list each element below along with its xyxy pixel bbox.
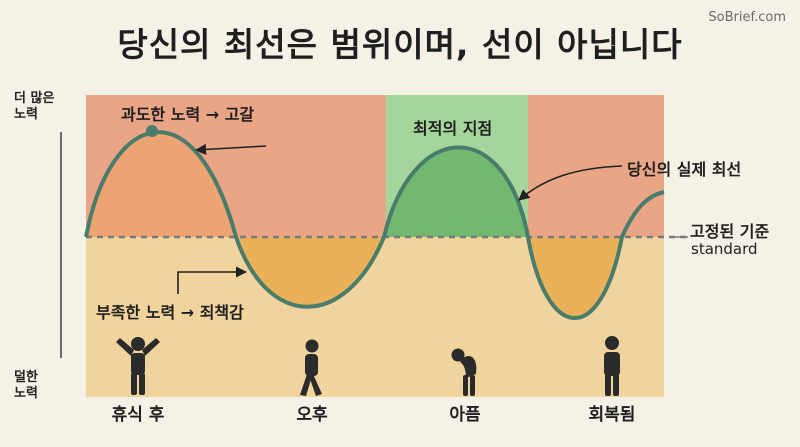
underdrive-arrow bbox=[177, 266, 248, 294]
fixed-standard-label: 고정된 기준 bbox=[690, 222, 770, 241]
overwork-zone-right bbox=[528, 95, 664, 237]
phase-label-recovered: 회복됨 bbox=[588, 405, 636, 425]
optimal-zone-label: 최적의 지점 bbox=[413, 119, 493, 138]
y-axis-line bbox=[60, 132, 62, 358]
phase-label-rested: 휴식 후 bbox=[111, 405, 165, 425]
hunched-sick-person-icon bbox=[451, 348, 477, 396]
phase-label-afternoon: 오후 bbox=[296, 405, 328, 425]
standard-label: standard bbox=[691, 240, 758, 258]
page-title: 당신의 최선은 범위이며, 선이 아닙니다 bbox=[117, 25, 683, 64]
y-axis-bottom-label: 덜한 노력 bbox=[14, 370, 38, 401]
actual-best-arrow bbox=[518, 165, 623, 201]
phase-label-sick: 아픔 bbox=[449, 405, 481, 425]
optimal-lobe-fill bbox=[384, 147, 528, 237]
overdrive-arrow bbox=[194, 143, 267, 156]
overdrive-label: 과도한 노력 → 고갈 bbox=[121, 105, 255, 124]
standing-person-icon bbox=[604, 336, 620, 396]
walking-person-icon bbox=[300, 339, 322, 396]
underwork-lobe-fill-right bbox=[528, 237, 622, 319]
underdrive-label: 부족한 노력 → 죄책감 bbox=[96, 303, 244, 322]
actual-best-label: 당신의 실제 최선 bbox=[627, 160, 742, 179]
brand-watermark: SoBrief.com bbox=[708, 10, 786, 25]
arms-raised-person-icon bbox=[116, 337, 160, 395]
actual-best-curve bbox=[84, 130, 665, 320]
peak-marker bbox=[146, 125, 158, 137]
overwork-lobe-fill bbox=[86, 132, 236, 237]
y-axis-top-label: 더 많은 노력 bbox=[14, 91, 55, 122]
